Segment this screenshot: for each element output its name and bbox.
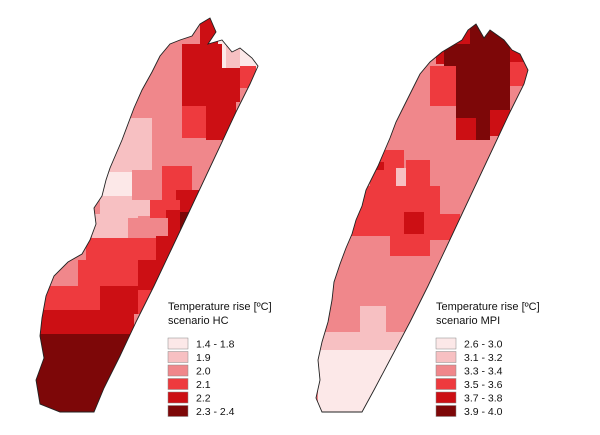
mpi-raster-cells: [316, 24, 528, 412]
legend-swatch: [435, 378, 457, 390]
legend-hc: Temperature rise [ºC] scenario HC 1.4 - …: [167, 301, 272, 418]
hc-cell: [86, 238, 126, 262]
mpi-cell: [476, 118, 490, 140]
hc-cell: [156, 236, 180, 262]
hc-cell: [100, 196, 150, 216]
legend-label: 3.9 - 4.0: [464, 406, 503, 418]
legend-mpi: Temperature rise [ºC] scenario MPI 2.6 -…: [435, 301, 540, 418]
mpi-cell: [390, 236, 430, 256]
legend-label: 1.4 - 1.8: [196, 339, 235, 351]
legend-label: 3.7 - 3.8: [464, 393, 503, 405]
mpi-cell: [444, 44, 474, 66]
mpi-region-outline: [315, 23, 529, 413]
hc-cell: [36, 334, 150, 412]
mpi-cell: [456, 62, 510, 118]
hc-cell: [130, 60, 182, 120]
legend-swatch: [435, 391, 457, 404]
legend-swatch: [435, 364, 457, 377]
legend-label: 3.1 - 3.2: [464, 352, 503, 364]
legend-label: 3.5 - 3.6: [464, 379, 503, 391]
legend-subtitle: scenario MPI: [436, 315, 500, 327]
legend-swatch: [167, 351, 189, 363]
hc-cell: [40, 286, 102, 312]
legend-label: 2.2: [196, 393, 211, 405]
mpi-cell: [360, 306, 386, 332]
mpi-cell: [406, 160, 430, 190]
legend-swatch: [167, 378, 189, 390]
legend-swatch: [167, 405, 189, 417]
hc-region-outline: [35, 17, 259, 413]
hc-cell: [138, 260, 168, 290]
mpi-cell: [510, 62, 528, 86]
legend-swatch: [167, 337, 189, 350]
hc-raster-cells: [36, 18, 258, 412]
hc-cell: [126, 238, 156, 260]
hc-cell: [152, 138, 206, 166]
legend-title: Temperature rise [ºC]: [436, 301, 540, 313]
map-scenario-mpi: [315, 23, 529, 413]
map-scenario-hc: [35, 17, 259, 413]
hc-cell: [206, 100, 236, 140]
hc-cell: [132, 170, 162, 200]
mpi-cell: [456, 118, 476, 140]
legend-label: 2.6 - 3.0: [464, 339, 503, 351]
hc-cell: [100, 286, 140, 314]
mpi-cell: [396, 168, 406, 186]
mpi-cell: [346, 236, 390, 260]
hc-cell: [138, 290, 158, 314]
legend-swatch: [435, 405, 457, 417]
hc-cell: [216, 18, 258, 72]
legend-swatch: [435, 351, 457, 363]
legend-label: 3.3 - 3.4: [464, 366, 503, 378]
hc-cell: [50, 260, 80, 286]
hc-cell: [78, 260, 138, 288]
legend-title: Temperature rise [ºC]: [168, 301, 272, 313]
mpi-cell: [490, 110, 514, 136]
hc-cell: [128, 218, 168, 240]
legend-label: 2.1: [196, 379, 211, 391]
hc-cell: [222, 68, 240, 102]
hc-cell: [36, 310, 134, 336]
mpi-cell: [430, 66, 456, 106]
legend-swatch: [167, 391, 189, 404]
mpi-cell: [404, 212, 424, 234]
legend-label: 2.3 - 2.4: [196, 406, 235, 418]
hc-cell: [226, 46, 240, 68]
mpi-cell: [318, 350, 418, 412]
legend-label: 1.9: [196, 352, 211, 364]
legend-swatch: [435, 337, 457, 350]
legend-label: 2.0: [196, 366, 211, 378]
hc-cell: [182, 44, 222, 106]
legend-subtitle: scenario HC: [168, 315, 229, 327]
hc-cell: [180, 212, 200, 240]
legend-swatch: [167, 364, 189, 377]
